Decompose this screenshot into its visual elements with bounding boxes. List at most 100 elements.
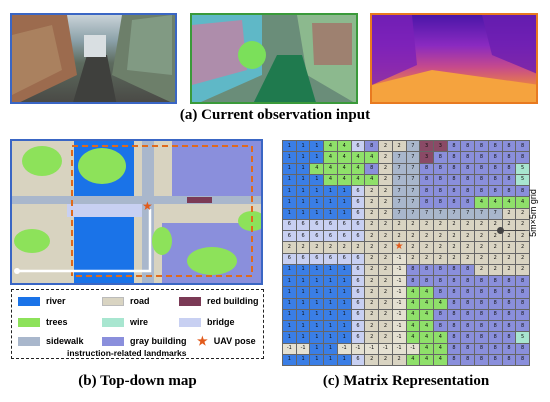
matrix-cell: 4 xyxy=(337,163,351,174)
depth-map xyxy=(372,15,536,102)
matrix-cell: 2 xyxy=(379,332,392,343)
matrix-cell: 1 xyxy=(283,174,296,185)
matrix-cell: 2 xyxy=(365,276,379,287)
matrix-cell: 2 xyxy=(379,298,392,309)
matrix-cell: 8 xyxy=(420,197,433,208)
matrix-cell: 2 xyxy=(365,231,379,242)
matrix-cell: -1 xyxy=(392,264,406,275)
matrix-cell: 8 xyxy=(447,141,461,152)
legend-label: UAV pose xyxy=(213,336,256,346)
matrix-cell: 4 xyxy=(433,343,447,354)
matrix-cell: 2 xyxy=(516,264,529,275)
matrix-cell: 4 xyxy=(406,321,420,332)
matrix-cell: 2 xyxy=(379,253,392,264)
matrix-cell: -1 xyxy=(296,343,310,354)
grid-pointer-dot xyxy=(497,227,504,234)
matrix-cell: 4 xyxy=(337,141,351,152)
matrix-cell: 8 xyxy=(433,186,447,197)
matrix-cell: 8 xyxy=(461,354,475,365)
legend-sidewalk: sidewalk xyxy=(18,336,84,346)
matrix-cell: -1 xyxy=(392,253,406,264)
matrix-cell: 1 xyxy=(283,287,296,298)
matrix-cell: 4 xyxy=(365,152,379,163)
matrix-cell: 2 xyxy=(406,231,420,242)
matrix-cell: 8 xyxy=(488,354,502,365)
matrix-cell: 4 xyxy=(420,287,433,298)
legend-label: river xyxy=(46,296,66,306)
legend-label: bridge xyxy=(207,317,235,327)
uav-pose-marker-map: ★ xyxy=(142,199,153,213)
matrix-cell: 2 xyxy=(488,231,502,242)
matrix-cell: 6 xyxy=(310,253,324,264)
matrix-cell: 8 xyxy=(475,298,488,309)
matrix-cell: 8 xyxy=(461,276,475,287)
matrix-cell: 2 xyxy=(379,197,392,208)
matrix-cell: 1 xyxy=(310,208,324,219)
matrix-cell: 6 xyxy=(351,276,365,287)
matrix-cell: 8 xyxy=(461,343,475,354)
matrix-cell: 1 xyxy=(310,343,324,354)
matrix-cell: 2 xyxy=(516,231,529,242)
matrix-cell: 1 xyxy=(283,152,296,163)
matrix-cell: 1 xyxy=(310,287,324,298)
bridge-swatch xyxy=(179,317,201,327)
matrix-cell: 8 xyxy=(461,186,475,197)
matrix-cell: 2 xyxy=(420,242,433,253)
matrix-cell: 1 xyxy=(310,332,324,343)
matrix-cell: 2 xyxy=(379,163,392,174)
matrix-cell: 8 xyxy=(461,287,475,298)
matrix-cell: 2 xyxy=(406,219,420,230)
matrix-cell: 8 xyxy=(420,264,433,275)
matrix-cell: 1 xyxy=(310,309,324,320)
legend-road: road xyxy=(102,296,150,306)
matrix-cell: 7 xyxy=(433,208,447,219)
sidewalk-swatch xyxy=(18,336,40,346)
grid-size-label: 5m×5m grid xyxy=(528,189,538,237)
matrix-cell: 1 xyxy=(324,287,337,298)
matrix-cell: 1 xyxy=(283,197,296,208)
matrix-cell: 2 xyxy=(406,253,420,264)
matrix-cell: 1 xyxy=(337,298,351,309)
matrix-cell: 2 xyxy=(488,219,502,230)
matrix-cell: 7 xyxy=(392,208,406,219)
matrix-cell: 8 xyxy=(516,321,529,332)
matrix-cell: 8 xyxy=(516,343,529,354)
matrix-cell: 8 xyxy=(502,287,516,298)
matrix-cell: 8 xyxy=(461,332,475,343)
matrix-cell: 1 xyxy=(283,141,296,152)
matrix-cell: 2 xyxy=(488,253,502,264)
top-down-map: ★ xyxy=(10,139,263,285)
matrix-cell: 2 xyxy=(433,242,447,253)
matrix-cell: 4 xyxy=(324,141,337,152)
matrix-cell: 7 xyxy=(420,208,433,219)
matrix-cell: 2 xyxy=(365,208,379,219)
matrix-cell: 1 xyxy=(337,276,351,287)
matrix-cell: 2 xyxy=(365,332,379,343)
matrix-cell: 6 xyxy=(351,321,365,332)
matrix-cell: 4 xyxy=(420,321,433,332)
matrix-cell: 8 xyxy=(447,332,461,343)
matrix-cell: 8 xyxy=(488,321,502,332)
matrix-cell: -1 xyxy=(351,343,365,354)
matrix-cell: 1 xyxy=(337,309,351,320)
matrix-cell: 8 xyxy=(475,321,488,332)
matrix-cell: 1 xyxy=(283,276,296,287)
matrix-cell: 2 xyxy=(283,242,296,253)
matrix-cell: 2 xyxy=(392,231,406,242)
matrix-cell: 4 xyxy=(420,354,433,365)
matrix-cell: 8 xyxy=(447,197,461,208)
matrix-cell: 2 xyxy=(502,231,516,242)
matrix-cell: 8 xyxy=(502,152,516,163)
matrix-cell: 8 xyxy=(516,186,529,197)
matrix-cell: 6 xyxy=(351,354,365,365)
matrix-cell: 6 xyxy=(337,253,351,264)
matrix-cell: 6 xyxy=(351,186,365,197)
matrix-cell: 7 xyxy=(447,208,461,219)
matrix-cell: 2 xyxy=(516,242,529,253)
matrix-cell: 8 xyxy=(420,163,433,174)
matrix-cell: -1 xyxy=(392,321,406,332)
matrix-cell: 2 xyxy=(296,242,310,253)
matrix-cell: 2 xyxy=(461,242,475,253)
matrix-cell: 8 xyxy=(461,163,475,174)
matrix-cell: -1 xyxy=(337,343,351,354)
